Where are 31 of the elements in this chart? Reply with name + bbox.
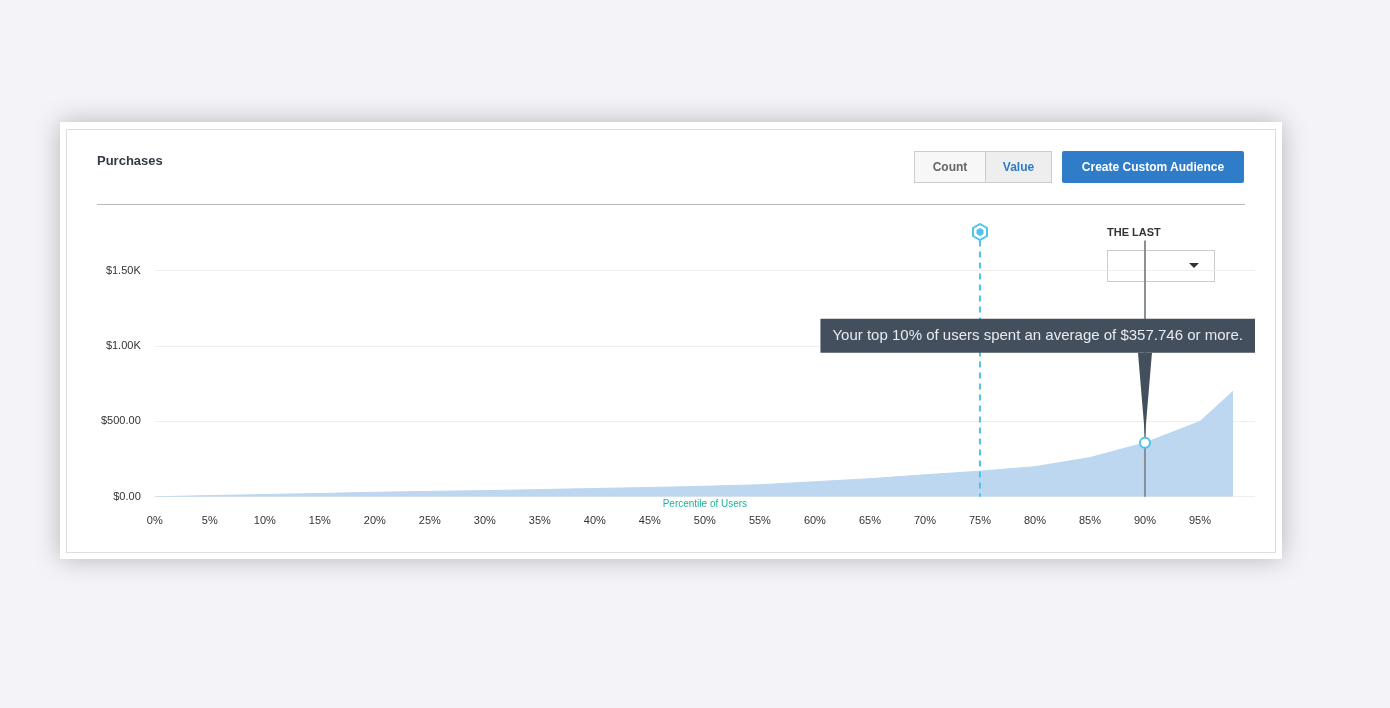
x-tick-label: 30% <box>473 514 497 527</box>
x-tick-label: 40% <box>583 514 607 527</box>
y-tick-label: $1.50K <box>105 263 142 276</box>
x-tick-label: 25% <box>418 514 442 527</box>
x-axis-title: Percentile of Users <box>662 497 748 509</box>
chart-title: Purchases <box>97 153 163 168</box>
x-tick-label: 15% <box>308 514 332 527</box>
y-tick-label: $500.00 <box>101 414 141 427</box>
x-tick-label: 80% <box>1023 514 1047 527</box>
text: Count <box>914 151 986 183</box>
x-tick-label: 55% <box>748 514 772 527</box>
y-tick-label: $1.00K <box>105 339 142 352</box>
x-tick-label: 60% <box>803 514 827 527</box>
x-tick-label: 75% <box>968 514 992 527</box>
y-tick-label: $0.00 <box>113 489 141 502</box>
x-tick-label: 5% <box>201 514 218 527</box>
x-tick-label: 0% <box>146 514 163 527</box>
text: THE LAST <box>1107 226 1161 238</box>
x-tick-label: 90% <box>1133 514 1157 527</box>
x-tick-label: 10% <box>253 514 277 527</box>
x-tick-label: 95% <box>1188 514 1212 527</box>
x-tick-label: 70% <box>913 514 937 527</box>
x-tick-label: 50% <box>693 514 717 527</box>
text: Value <box>985 151 1052 183</box>
x-tick-label: 45% <box>638 514 662 527</box>
x-tick-label: 20% <box>363 514 387 527</box>
x-tick-label: 85% <box>1078 514 1102 527</box>
create-audience-button: Create Custom Audience <box>1062 151 1244 183</box>
x-tick-label: 65% <box>858 514 882 527</box>
annotation: Your top 10% of users spent an average of $357.746 or more. <box>832 325 1244 343</box>
x-tick-label: 35% <box>528 514 552 527</box>
